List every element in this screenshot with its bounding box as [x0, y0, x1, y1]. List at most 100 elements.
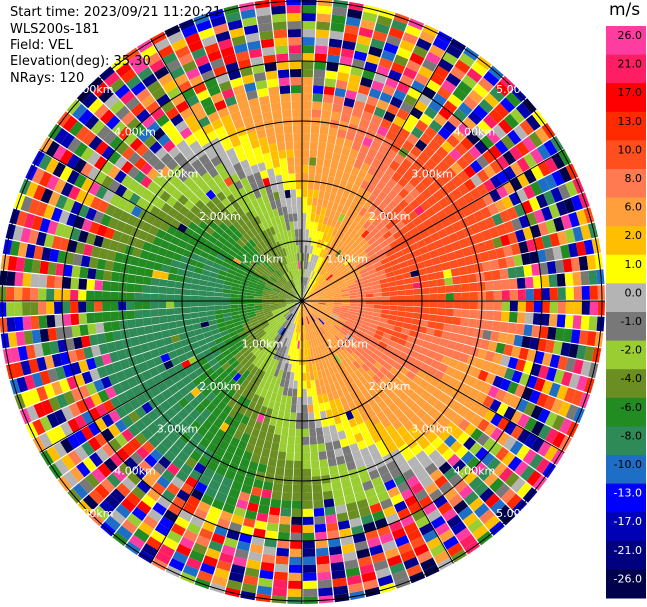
range-gate — [323, 286, 332, 292]
range-gate — [287, 322, 293, 331]
range-gate — [270, 375, 278, 385]
colorbar-tick-label: -10.0 — [614, 458, 642, 471]
range-gate — [254, 0, 270, 9]
range-gate — [211, 472, 224, 484]
range-gate — [239, 333, 249, 341]
range-gate — [168, 384, 179, 395]
range-gate — [269, 417, 278, 427]
range-gate — [279, 402, 286, 412]
range-gate — [280, 507, 292, 517]
range-gate — [325, 514, 337, 524]
range-gate — [279, 157, 288, 167]
range-gate — [419, 113, 433, 126]
range-gate — [360, 323, 370, 330]
range-gate — [460, 137, 474, 151]
range-gate — [485, 372, 497, 385]
range-gate — [376, 99, 390, 111]
range-gate — [142, 440, 155, 454]
range-gate — [576, 344, 587, 360]
range-gate — [351, 107, 363, 119]
range-gate — [281, 247, 287, 257]
range-gate — [211, 498, 225, 511]
range-gate — [318, 231, 324, 241]
range-gate — [372, 394, 383, 405]
range-gate — [408, 242, 419, 252]
range-ring-label: 3.00km — [157, 422, 199, 435]
range-gate — [315, 206, 322, 215]
range-gate — [130, 102, 146, 117]
range-gate — [307, 306, 313, 314]
range-gate — [264, 62, 277, 72]
range-gate — [240, 177, 250, 187]
range-gate — [283, 181, 290, 191]
range-gate — [265, 283, 274, 288]
range-gate — [382, 406, 393, 418]
range-gate — [73, 142, 88, 158]
range-gate — [171, 177, 183, 189]
range-gate — [410, 107, 424, 120]
range-gate — [234, 254, 244, 262]
range-gate — [325, 306, 334, 310]
range-gate — [166, 126, 180, 140]
range-gate — [112, 467, 127, 482]
range-gate — [232, 317, 242, 324]
range-gate — [217, 180, 228, 191]
range-gate — [322, 285, 331, 290]
range-gate — [287, 271, 293, 280]
range-gate — [78, 313, 88, 325]
range-gate — [317, 301, 326, 304]
range-gate — [363, 381, 373, 392]
range-gate — [231, 348, 240, 357]
range-gate — [378, 144, 390, 156]
range-gate — [207, 281, 216, 288]
range-gate — [249, 494, 261, 505]
range-gate — [433, 239, 444, 249]
range-gate — [415, 182, 427, 194]
range-gate — [358, 216, 368, 227]
range-gate — [513, 254, 524, 267]
range-gate — [339, 413, 348, 423]
range-gate — [382, 230, 393, 240]
range-gate — [241, 582, 257, 594]
range-gate — [355, 42, 370, 54]
range-gate — [436, 278, 446, 287]
range-gate — [23, 213, 36, 229]
range-gate — [316, 307, 324, 312]
colorbar-tick-label: 21.0 — [618, 58, 643, 71]
range-gate — [323, 271, 331, 279]
range-gate — [299, 245, 302, 254]
range-gate — [335, 79, 348, 90]
range-gate — [245, 241, 254, 251]
range-gate — [267, 317, 276, 323]
range-gate — [416, 469, 429, 482]
range-gate — [318, 277, 325, 284]
range-gate — [405, 24, 422, 38]
range-gate — [142, 293, 151, 301]
range-gate — [433, 113, 448, 127]
range-gate — [233, 162, 243, 173]
range-gate — [322, 269, 329, 278]
range-gate — [230, 290, 239, 295]
range-gate — [33, 245, 44, 260]
range-gate — [262, 294, 271, 298]
range-gate — [339, 196, 348, 206]
range-gate — [549, 232, 560, 247]
range-gate — [167, 243, 178, 253]
range-gate — [586, 331, 597, 347]
range-gate — [311, 263, 317, 272]
range-gate — [441, 330, 451, 340]
range-gate — [136, 326, 146, 336]
range-gate — [189, 469, 202, 482]
range-gate — [210, 328, 220, 336]
range-gate — [215, 465, 228, 477]
range-gate — [61, 454, 76, 471]
range-gate — [230, 77, 244, 88]
range-gate — [295, 436, 302, 445]
range-gate — [206, 413, 218, 424]
range-gate — [302, 468, 312, 477]
range-gate — [279, 515, 291, 525]
range-gate — [54, 222, 66, 237]
range-gate — [14, 316, 24, 332]
range-gate — [317, 370, 323, 380]
range-gate — [297, 316, 300, 325]
